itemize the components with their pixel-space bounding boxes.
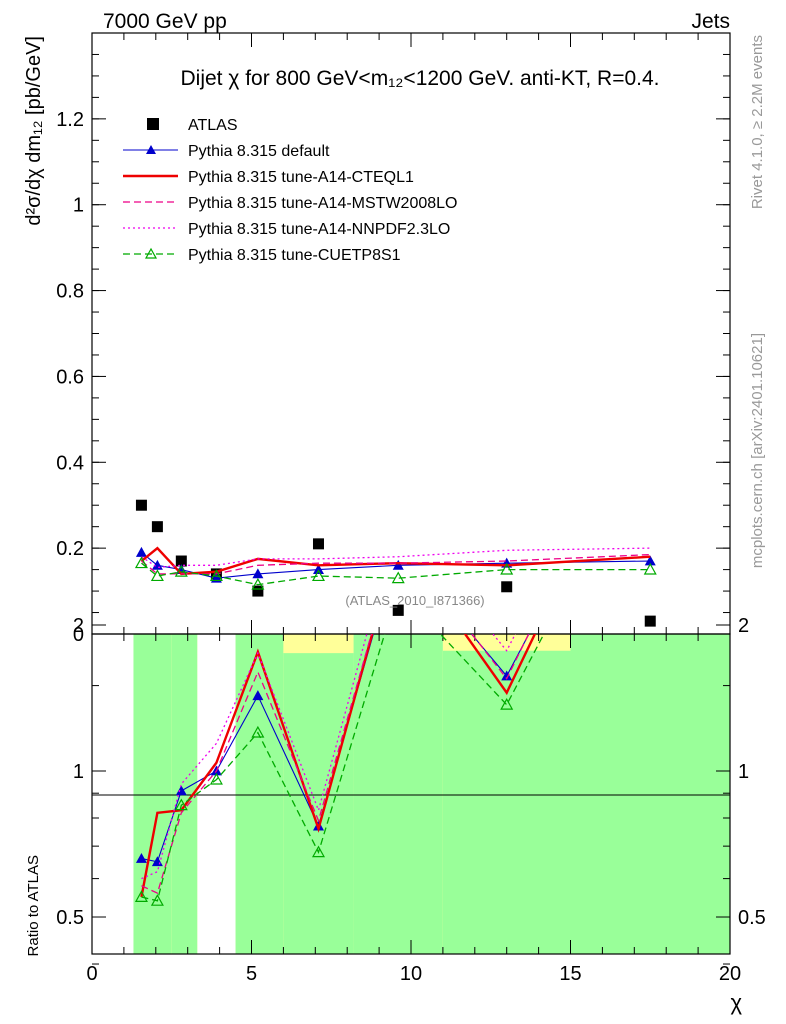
data-point — [135, 499, 147, 511]
data-point — [501, 581, 513, 593]
ratio-band-inner — [283, 653, 354, 954]
data-point — [392, 604, 404, 616]
data-point — [312, 564, 324, 575]
data-point — [146, 145, 156, 154]
ratio-band-inner — [442, 650, 571, 954]
legend-entry: Pythia 8.315 tune-A14-NNPDF2.3LO — [188, 221, 450, 238]
main-y-axis-label: d²σ/dχ dm₁₂ [pb/GeV] — [23, 36, 45, 226]
ratio-axes: 0.5 0.51 12 20 5 10 15 20 — [56, 615, 766, 985]
main-series-line — [141, 553, 651, 575]
data-point — [391, 571, 405, 584]
data-point — [135, 546, 147, 557]
main-y-tick-label: 0.4 — [56, 452, 84, 474]
data-point — [150, 569, 164, 582]
data-point — [209, 772, 223, 785]
data-point — [252, 585, 264, 597]
data-point — [175, 555, 187, 567]
main-series-line — [141, 547, 651, 569]
data-point — [644, 615, 656, 627]
data-point — [134, 556, 148, 569]
data-point — [251, 577, 265, 590]
plot-title: Dijet χ for 800 GeV<m₁₂<1200 GeV. anti-K… — [181, 67, 660, 90]
data-point — [500, 562, 514, 575]
x-tick-label: 0 — [86, 963, 97, 985]
legend-entry: Pythia 8.315 tune-A14-MSTW2008LO — [188, 195, 457, 212]
legend: ATLAS Pythia 8.315 default Pythia 8.315 tu… — [123, 117, 457, 264]
main-series — [134, 499, 657, 627]
ratio-y-tick-label: 2 — [73, 615, 84, 637]
data-point — [500, 697, 514, 710]
legend-entry: Pythia 8.315 default — [188, 143, 330, 160]
rivet-label: Rivet 4.1.0, ≥ 2.2M events — [749, 35, 766, 209]
data-point — [151, 521, 163, 533]
x-tick-label: 5 — [246, 963, 257, 985]
data-point — [134, 890, 148, 902]
ratio-series-line — [141, 634, 530, 895]
data-point — [501, 670, 513, 681]
data-point — [175, 785, 187, 796]
x-tick-label: 10 — [400, 963, 422, 985]
ratio-band-inner — [353, 634, 443, 954]
data-point — [174, 798, 188, 811]
data-point — [645, 426, 656, 436]
main-y-tick-label: 0.8 — [56, 281, 84, 303]
ratio-y-tick-label-right: 2 — [738, 615, 749, 637]
legend-entry: ATLAS — [188, 117, 238, 134]
ratio-y-tick-label: 0.5 — [56, 907, 84, 929]
main-y-tick-label: 0.2 — [56, 538, 84, 560]
collision-label: 7000 GeV pp — [103, 10, 227, 33]
mcplots-label: mcplots.cern.ch [arXiv:2401.10621] — [749, 333, 766, 568]
data-point — [150, 894, 164, 906]
ratio-y-tick-label: 1 — [73, 761, 84, 783]
data-point — [312, 538, 324, 550]
ratio-band-inner — [235, 634, 284, 954]
data-point — [135, 853, 147, 863]
category-label: Jets — [691, 10, 730, 33]
legend-entry: Pythia 8.315 tune-CUETP8S1 — [188, 247, 401, 264]
ratio-band-inner — [133, 634, 172, 954]
data-point — [147, 118, 159, 130]
ratio-series-line — [141, 634, 516, 880]
ratio-y-tick-label-right: 0.5 — [738, 907, 766, 929]
data-point — [392, 559, 404, 570]
data-point — [251, 725, 265, 738]
data-point — [252, 690, 264, 701]
ratio-band-inner — [570, 634, 730, 954]
data-point — [174, 565, 188, 577]
ratio-bands — [133, 634, 730, 954]
data-point — [311, 845, 326, 858]
main-y-tick-label: 1.2 — [56, 109, 84, 131]
data-point — [644, 555, 656, 566]
data-point — [252, 568, 264, 579]
data-point — [645, 399, 656, 409]
x-tick-label: 20 — [719, 963, 741, 985]
data-point — [209, 569, 223, 582]
x-tick-label: 15 — [559, 963, 581, 985]
analysis-ref: (ATLAS_2010_I871366) — [345, 593, 484, 608]
main-series-line — [141, 562, 651, 586]
main-y-tick-label: 0.6 — [56, 366, 84, 388]
data-point — [311, 569, 326, 582]
main-axes: 0 0.2 0.4 0.6 0.8 1 1.2 — [56, 33, 731, 646]
legend-entry: Pythia 8.315 tune-A14-CTEQL1 — [188, 169, 414, 186]
ratio-y-tick-label-right: 1 — [738, 761, 749, 783]
ratio-y-axis-label: Ratio to ATLAS — [25, 855, 42, 956]
data-point — [393, 541, 404, 551]
main-y-tick-label: 1 — [73, 195, 84, 217]
ratio-series — [134, 399, 656, 906]
data-point — [144, 247, 158, 259]
data-point — [151, 559, 163, 570]
data-point — [643, 562, 657, 575]
main-y-tick-label: 0 — [73, 624, 84, 646]
x-axis-label: χ — [730, 990, 742, 1015]
ratio-series-line — [141, 634, 545, 902]
ratio-band-inner — [171, 634, 198, 954]
